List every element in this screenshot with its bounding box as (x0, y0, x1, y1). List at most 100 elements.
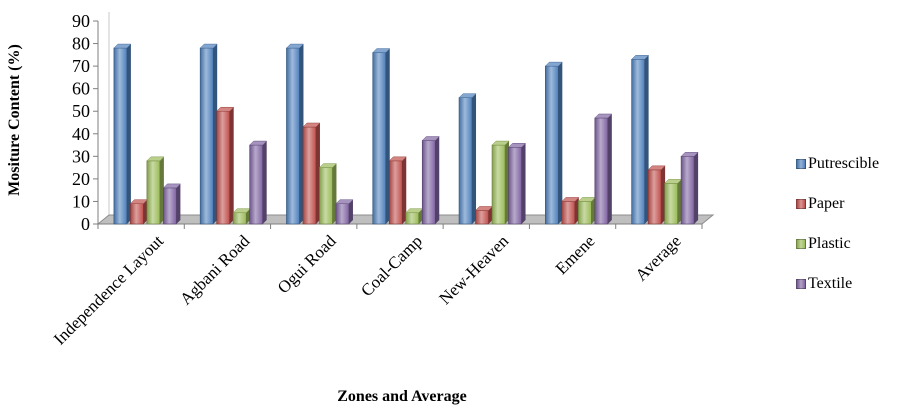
bar-side-face (644, 55, 649, 224)
bar-paper-independence-layout (129, 199, 148, 225)
bar-plastic-average (664, 179, 683, 225)
bar-side-face (159, 156, 164, 224)
bar-front-face (594, 117, 609, 225)
bar-front-face (561, 201, 576, 225)
bar-side-face (299, 44, 304, 224)
bar-top-face (594, 113, 613, 119)
legend-item-textile: Textile (796, 264, 905, 304)
bar-side-face (435, 136, 440, 224)
bar-putrescible-new-heaven (458, 93, 477, 225)
bar-side-face (213, 44, 218, 224)
bar-side-face (229, 107, 234, 224)
bar-paper-agbani-road (216, 106, 235, 225)
legend-item-putrescible: Putrescible (796, 144, 905, 184)
bar-front-face (680, 156, 695, 225)
bar-side-face (385, 48, 390, 225)
bar-top-face (491, 140, 510, 146)
bar-top-face (421, 136, 440, 141)
bar-front-face (286, 47, 300, 225)
y-tick-label: 10 (72, 191, 90, 211)
y-tick-label: 0 (81, 214, 90, 234)
bar-putrescible-emene (544, 61, 563, 225)
bar-front-face (372, 52, 387, 225)
bar-side-face (607, 113, 612, 224)
bar-side-face (694, 152, 699, 224)
x-tick-label-ogui-road: Ogui Road (274, 231, 340, 297)
bar-front-face (199, 47, 214, 225)
y-tick-label: 70 (72, 56, 90, 76)
y-tick-label: 20 (72, 169, 90, 189)
bar-side-face (126, 44, 131, 224)
bar-top-face (302, 122, 321, 128)
bar-front-face (388, 160, 403, 225)
y-tick-label: 80 (72, 34, 90, 54)
bar-plastic-emene (577, 197, 596, 225)
bar-top-face (162, 183, 181, 189)
bar-front-face (302, 126, 317, 225)
legend-item-paper: Paper (796, 184, 905, 224)
x-tick-label-new-heaven: New-Heaven (435, 231, 512, 308)
bar-side-face (574, 197, 579, 224)
bar-front-face (458, 97, 473, 225)
bar-front-face (113, 47, 128, 225)
legend-label-paper: Paper (808, 195, 845, 212)
bar-front-face (130, 203, 144, 225)
x-axis-title: Zones and Average (337, 388, 467, 405)
bar-side-face (332, 163, 337, 224)
bar-top-face (318, 163, 338, 168)
bar-top-face (285, 43, 305, 49)
bar-side-face (402, 156, 407, 224)
bar-putrescible-independence-layout (113, 43, 132, 225)
bar-top-face (458, 93, 477, 98)
bar-front-face (421, 140, 436, 225)
bar-top-face (335, 199, 354, 204)
bar-top-face (388, 156, 407, 162)
bar-putrescible-coal-camp (372, 48, 391, 225)
y-axis-title: Mositure Content (%) (6, 44, 23, 196)
bar-putrescible-ogui-road (285, 43, 305, 225)
bar-paper-ogui-road (302, 122, 321, 225)
bar-paper-coal-camp (388, 156, 407, 225)
bar-top-face (561, 197, 580, 202)
bar-textile-coal-camp (421, 136, 440, 225)
bar-side-face (488, 206, 493, 224)
bar-side-face (262, 141, 267, 224)
bar-top-face (544, 61, 563, 67)
bar-front-face (335, 203, 350, 225)
bar-side-face (677, 179, 682, 224)
bar-side-face (348, 199, 353, 224)
x-tick-label-independence-layout: Independence Layout (50, 231, 167, 348)
x-tick-label-coal-camp: Coal-Camp (357, 231, 426, 300)
legend-label-plastic: Plastic (808, 235, 851, 252)
bar-textile-emene (594, 113, 613, 225)
bar-plastic-ogui-road (318, 163, 338, 225)
legend-label-putrescible: Putrescible (808, 155, 880, 172)
legend: Putrescible Paper Plastic Textile (796, 144, 905, 304)
y-tick-label: 40 (72, 124, 90, 144)
bar-side-face (143, 199, 148, 224)
bar-side-face (591, 197, 596, 224)
bar-front-face (647, 169, 662, 225)
legend-item-plastic: Plastic (796, 224, 905, 264)
bar-side-face (505, 141, 510, 224)
bar-textile-average (680, 152, 699, 225)
bar-front-face (491, 144, 506, 225)
y-tick-label: 90 (72, 11, 90, 31)
bar-side-face (246, 208, 251, 224)
bar-paper-average (647, 165, 666, 225)
legend-swatch-paper (796, 199, 806, 209)
bar-front-face (405, 212, 420, 225)
bar-top-face (372, 48, 391, 53)
bar-front-face (508, 147, 522, 225)
bar-top-face (113, 43, 132, 49)
bar-plastic-new-heaven (491, 140, 510, 225)
bar-plastic-coal-camp (405, 208, 424, 225)
y-tick-label: 30 (72, 146, 90, 166)
bar-front-face (545, 65, 559, 225)
bar-top-face (216, 106, 235, 112)
bar-side-face (521, 143, 526, 224)
bar-side-face (315, 123, 320, 224)
bar-paper-emene (561, 197, 580, 225)
